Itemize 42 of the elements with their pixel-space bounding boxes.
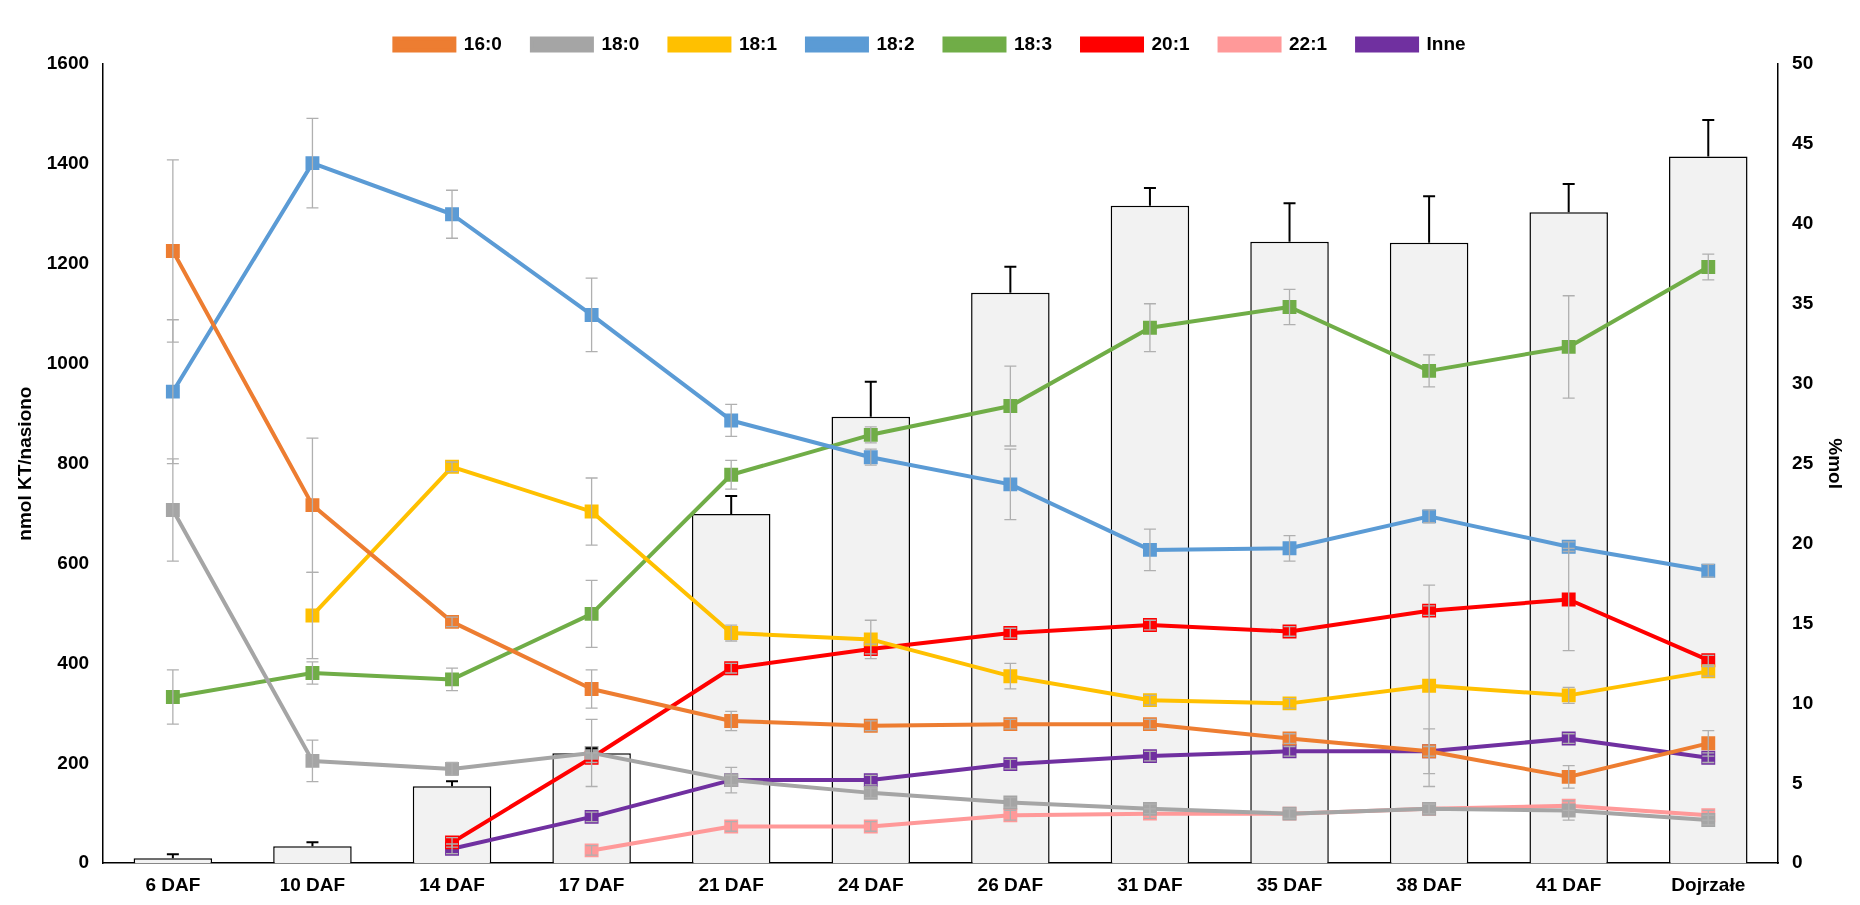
legend-label: 20:1 (1151, 32, 1190, 54)
y2-tick-label: 40 (1792, 212, 1814, 234)
x-tick-label: 24 DAF (838, 873, 904, 895)
x-tick-label: 21 DAF (698, 873, 764, 895)
y2-tick-label: 20 (1792, 531, 1814, 553)
y-tick-label: 0 (78, 851, 90, 873)
legend-label: 18:0 (601, 32, 640, 54)
x-tick-label: 31 DAF (1117, 873, 1183, 895)
y2-tick-label: 15 (1792, 611, 1814, 633)
y2-tick-label: 10 (1792, 691, 1814, 713)
x-tick-label: 10 DAF (279, 873, 346, 895)
x-tick-label: 41 DAF (1535, 873, 1602, 895)
y2-tick-label: 35 (1792, 291, 1814, 313)
y-tick-label: 1400 (46, 152, 90, 174)
y-tick-label: 800 (57, 451, 90, 473)
y2-tick-label: 30 (1792, 371, 1814, 393)
y-tick-label: 1000 (46, 351, 90, 373)
y-tick-label: 1600 (46, 52, 90, 74)
x-tick-label: 38 DAF (1396, 873, 1462, 895)
y2-tick-label: 5 (1792, 771, 1804, 793)
y-tick-label: 600 (57, 551, 90, 573)
legend-label: 18:2 (876, 32, 915, 54)
y2-tick-label: 25 (1792, 451, 1814, 473)
legend-label: 18:3 (1013, 32, 1053, 54)
legend-label: 22:1 (1289, 32, 1328, 54)
y-tick-label: 200 (57, 751, 90, 773)
x-tick-label: 14 DAF (419, 873, 485, 895)
y2-tick-label: 0 (1792, 851, 1803, 873)
x-tick-label: 6 DAF (145, 873, 201, 895)
legend-label: 18:1 (738, 32, 778, 54)
y-tick-label: 400 (57, 651, 90, 673)
legend-label: Inne (1426, 32, 1466, 54)
x-tick-label: 26 DAF (977, 873, 1044, 895)
y2-axis-title: %mol (1825, 438, 1847, 489)
y2-tick-label: 45 (1792, 132, 1814, 154)
y-tick-label: 1200 (46, 252, 90, 274)
x-tick-label: 35 DAF (1256, 873, 1323, 895)
y2-tick-label: 50 (1792, 52, 1814, 74)
y-axis-title: nmol KT/nasiono (13, 386, 35, 541)
x-tick-label: 17 DAF (558, 873, 625, 895)
legend-label: 16:0 (463, 32, 502, 54)
x-tick-label: Dojrzałe (1671, 873, 1746, 895)
